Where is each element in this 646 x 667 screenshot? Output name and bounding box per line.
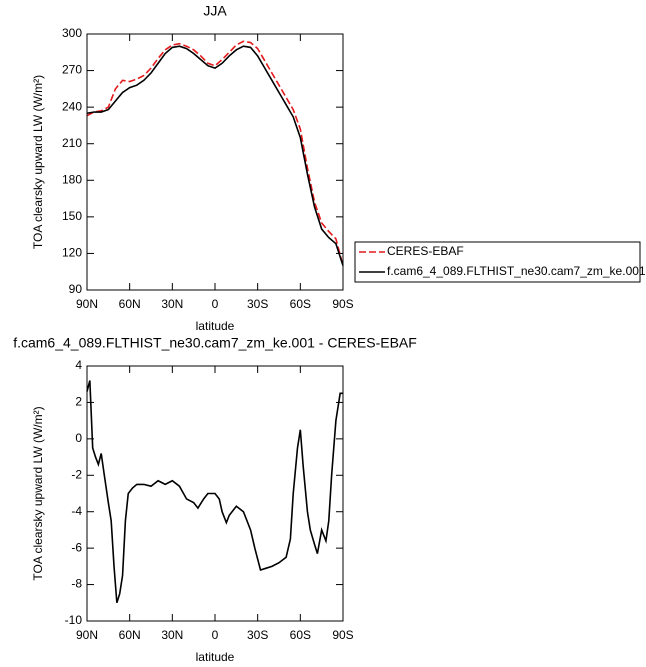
chart-title: JJA — [203, 3, 227, 19]
y-tick-label: 4 — [75, 358, 82, 372]
plot-frame — [86, 33, 344, 291]
x-tick-label: 0 — [212, 628, 219, 642]
data-line — [86, 40, 344, 266]
y-tick-label: -10 — [65, 613, 83, 627]
x-tick-label: 60S — [290, 628, 311, 642]
x-tick-label: 60N — [119, 297, 141, 311]
data-line — [86, 380, 343, 604]
y-tick-label: 210 — [62, 136, 82, 150]
x-tick-label: 90S — [332, 297, 353, 311]
x-axis-label: latitude — [196, 650, 235, 664]
legend-label: CERES-EBAF — [387, 244, 464, 258]
y-tick-label: -6 — [71, 540, 82, 554]
x-tick-label: 0 — [212, 297, 219, 311]
y-tick-label: 2 — [75, 395, 82, 409]
x-tick-label: 30S — [247, 628, 268, 642]
plot-frame — [86, 365, 344, 622]
y-tick-label: 180 — [62, 172, 82, 186]
y-axis-label: TOA clearsky upward LW (W/m²) — [31, 406, 45, 580]
legend-label: f.cam6_4_089.FLTHIST_ne30.cam7_zm_ke.001 — [387, 264, 646, 278]
y-axis-label: TOA clearsky upward LW (W/m²) — [31, 75, 45, 249]
y-tick-label: -4 — [71, 504, 82, 518]
x-tick-label: 90N — [76, 297, 98, 311]
y-tick-label: -8 — [71, 577, 82, 591]
legend-box — [354, 241, 641, 283]
x-tick-label: 90N — [76, 628, 98, 642]
x-tick-label: 60N — [119, 628, 141, 642]
y-tick-label: 300 — [62, 26, 82, 40]
y-tick-label: 240 — [62, 99, 82, 113]
y-tick-label: 120 — [62, 246, 82, 260]
y-tick-label: 150 — [62, 209, 82, 223]
x-tick-label: 30N — [161, 297, 183, 311]
y-tick-label: -2 — [71, 467, 82, 481]
chart-title: f.cam6_4_089.FLTHIST_ne30.cam7_zm_ke.001… — [13, 335, 417, 351]
y-tick-label: 90 — [69, 282, 83, 296]
x-tick-label: 30S — [247, 297, 268, 311]
x-tick-label: 30N — [161, 628, 183, 642]
x-tick-label: 90S — [332, 628, 353, 642]
y-tick-label: 0 — [75, 431, 82, 445]
data-line — [86, 45, 344, 266]
x-tick-label: 60S — [290, 297, 311, 311]
y-tick-label: 270 — [62, 63, 82, 77]
x-axis-label: latitude — [196, 319, 235, 333]
